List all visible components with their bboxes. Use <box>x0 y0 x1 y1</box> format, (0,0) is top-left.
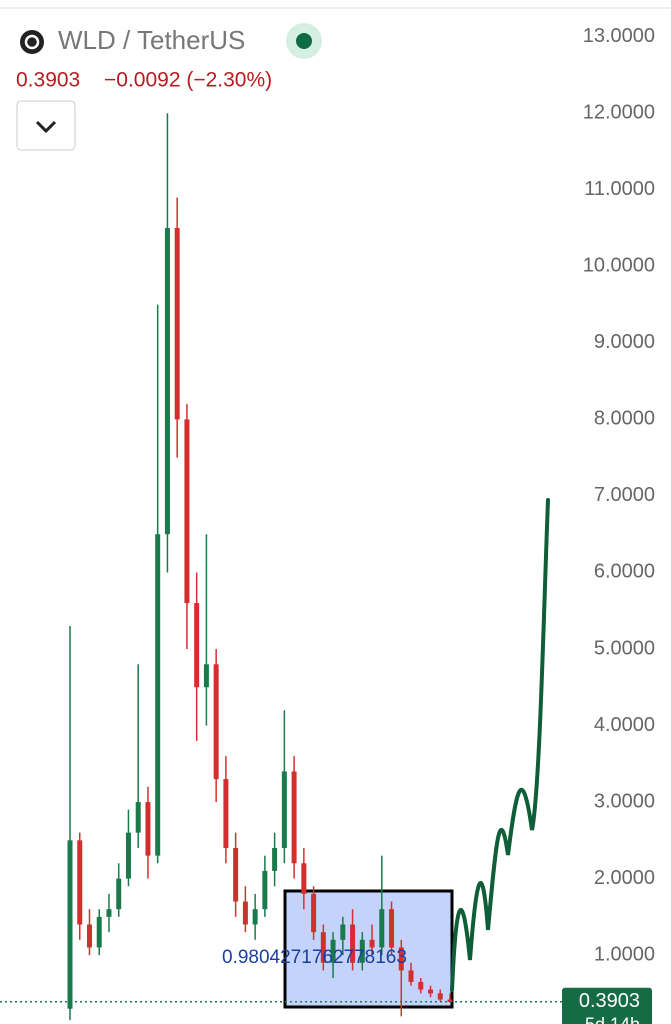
candle-body <box>135 802 141 833</box>
candle-body <box>291 771 297 864</box>
candle-body <box>77 840 83 925</box>
candle-body <box>350 924 356 963</box>
candle-body <box>125 832 131 879</box>
y-tick-label: 1.0000 <box>594 943 655 965</box>
dropdown-button[interactable] <box>16 100 76 151</box>
y-tick-label: 6.0000 <box>594 561 655 583</box>
candle-body <box>389 909 395 948</box>
y-tick-label: 5.0000 <box>594 637 655 659</box>
candle-body <box>272 847 278 871</box>
candle-body <box>174 228 180 420</box>
candle-body <box>428 989 434 994</box>
y-tick-label: 9.0000 <box>594 331 655 353</box>
candle-body <box>194 603 200 688</box>
candle-body <box>398 947 404 971</box>
candle-body <box>301 863 307 894</box>
coin-icon <box>20 30 44 54</box>
pair-title: WLD / TetherUS <box>58 25 245 55</box>
box-annotation: 0.9804271762778163 <box>222 947 407 968</box>
price: 0.3903 <box>16 69 80 92</box>
candle-body <box>67 840 73 1009</box>
candle-body <box>311 893 317 933</box>
y-tick-label: 11.0000 <box>584 178 655 200</box>
chevron <box>35 120 57 134</box>
candle-body <box>86 924 92 948</box>
countdown-label: 5d 14h <box>585 1015 640 1024</box>
candle-body <box>379 909 385 948</box>
y-tick-label: 10.0000 <box>583 255 655 277</box>
candle-body <box>164 228 170 535</box>
candle-body <box>106 909 112 917</box>
y-tick-label: 7.0000 <box>594 484 655 506</box>
candle-body <box>145 802 151 856</box>
y-tick-label: 3.0000 <box>594 790 655 812</box>
candle-body <box>330 939 336 963</box>
candle-body <box>203 664 209 688</box>
candle-body <box>233 847 239 902</box>
coin-icon-ring <box>24 34 40 50</box>
candle-body <box>369 939 375 948</box>
candle-body <box>340 924 346 940</box>
candle-body <box>155 534 161 856</box>
y-tick-label: 4.0000 <box>594 714 655 736</box>
candle-body <box>223 779 229 848</box>
y-tick-label: 2.0000 <box>594 867 655 889</box>
price-change: −0.0092 (−2.30%) <box>104 69 272 92</box>
price-tag <box>562 987 652 1024</box>
candle-body <box>262 870 268 910</box>
price-tag-label: 0.3903 <box>579 990 640 1012</box>
candle-body <box>184 419 190 604</box>
candle-body <box>320 932 326 963</box>
y-tick-label: 8.0000 <box>594 408 655 430</box>
candle-body <box>447 999 453 1002</box>
candle-body <box>408 970 414 982</box>
projection-curve <box>450 498 550 992</box>
candle-body <box>437 993 443 1000</box>
candle-body <box>242 901 248 925</box>
status-dot <box>296 33 312 49</box>
candle-body <box>281 771 287 848</box>
y-tick-label: 13.0000 <box>583 25 655 47</box>
candle-body <box>213 664 219 780</box>
candle-body <box>418 981 424 990</box>
candle-body <box>252 909 258 925</box>
candle-body <box>359 939 365 963</box>
candle-body <box>96 916 102 948</box>
y-tick-label: 12.0000 <box>583 102 655 124</box>
candle-body <box>116 878 122 910</box>
